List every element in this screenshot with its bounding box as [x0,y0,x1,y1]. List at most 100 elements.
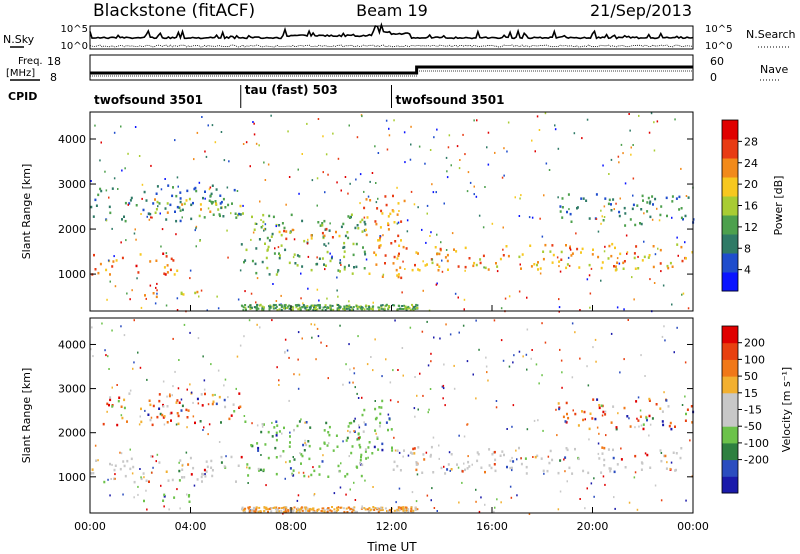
data-cell [331,236,334,239]
data-cell [199,420,202,423]
data-cell [179,200,182,204]
noise-cell [296,499,299,502]
noise-cell [393,119,395,122]
data-cell [149,212,152,216]
near-range-cell [400,506,402,509]
data-cell [170,411,173,415]
noise-cell [500,307,503,310]
x-tick-label: 00:00 [677,520,709,533]
noise-cell [436,510,438,512]
cpid-segment-label: twofsound 3501 [94,93,203,107]
noise-cell [121,169,123,172]
noise-cell [619,197,621,200]
data-cell [308,444,311,448]
data-cell [450,453,453,456]
data-cell [412,447,415,451]
data-cell [155,295,158,299]
noise-cell [300,297,302,300]
near-range-cell [411,303,413,306]
data-cell [432,471,435,474]
noise-cell [226,229,228,232]
data-cell [607,448,610,451]
date-title: 21/Sep/2013 [590,1,692,20]
data-cell [664,454,667,458]
noise-cell [101,322,103,325]
near-range-cell [278,308,281,311]
data-cell [175,194,178,198]
data-cell [205,460,208,463]
data-cell [387,428,389,432]
noise-cell [316,327,319,330]
near-range-cell [259,510,262,513]
noise-cell [239,269,242,272]
noise-cell [129,298,131,301]
data-cell [251,259,254,263]
noise-cell [156,282,158,285]
near-range-cell [262,308,265,311]
data-cell [360,455,362,459]
data-cell [364,423,367,426]
noise-cell [425,451,428,454]
noise-cell [443,202,445,205]
noise-cell [287,130,289,133]
data-cell [335,434,338,437]
noise-cell [155,286,157,289]
noise-cell [326,297,328,300]
data-cell [109,396,112,399]
noise-cell [151,471,153,474]
noise-cell [252,121,254,123]
noise-cell [124,167,126,170]
data-cell [595,193,598,196]
near-range-cell [404,506,407,509]
data-cell [284,248,287,252]
noise-cell [561,386,563,389]
data-cell [400,276,403,280]
data-cell [152,202,155,205]
near-range-cell [258,506,261,509]
near-range-cell [411,308,414,311]
near-range-cell [380,507,383,510]
data-cell [629,425,632,428]
noise-cell [131,289,133,292]
near-range-cell [373,509,376,511]
noise-cell [300,272,302,275]
noise-cell [443,363,445,366]
data-cell [429,453,432,457]
noise-cell [389,399,392,402]
noise-cell [464,153,466,156]
data-cell [121,416,124,420]
noise-cell [430,499,432,502]
noise-cell [176,488,178,491]
near-range-cell [335,510,338,513]
noise-cell [348,455,350,458]
data-cell [94,268,97,271]
near-range-cell [314,511,317,514]
data-cell [576,247,579,251]
near-range-cell [306,507,309,510]
data-cell [350,215,352,219]
noise-cell [185,451,188,454]
noise-cell [401,347,404,349]
near-range-cell [253,510,256,513]
data-cell [266,266,269,270]
data-cell [640,468,643,471]
data-cell [234,212,237,215]
data-cell [634,267,637,270]
near-range-cell [327,508,330,511]
near-range-cell [324,309,327,311]
noise-cell [433,336,435,339]
cpid-label: CPID [8,90,37,103]
noise-cell [657,247,659,250]
data-cell [634,223,637,227]
data-cell [447,463,450,466]
data-cell [613,470,616,474]
data-cell [165,218,168,221]
data-cell [614,265,617,268]
noise-cell [242,204,244,207]
noise-cell [518,215,521,217]
colorbar-tick-label: -200 [744,454,769,467]
near-range-cell [317,508,320,511]
data-cell [112,260,115,263]
data-cell [303,239,306,243]
data-cell [639,415,642,418]
